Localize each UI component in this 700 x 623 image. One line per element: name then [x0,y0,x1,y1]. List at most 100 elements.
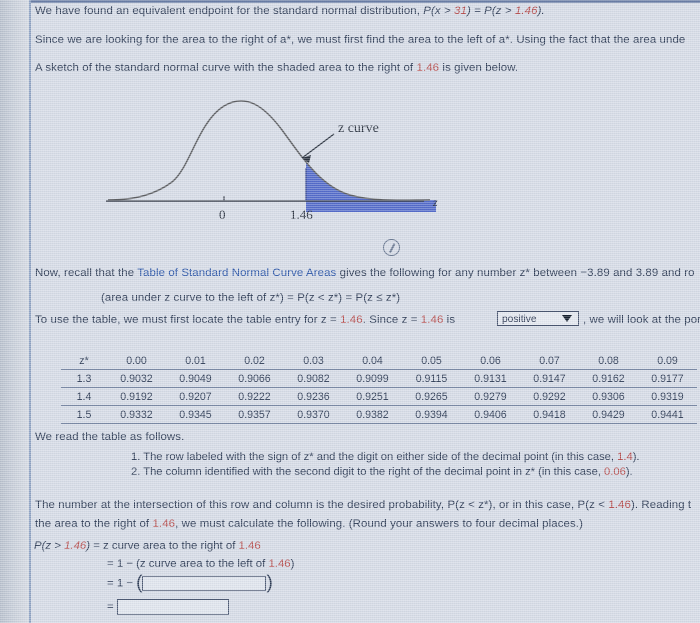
z-table-col-9: 0.08 [579,352,638,370]
prob-expr-1-mid: ) = P(z > [466,5,515,17]
z-row-2-cell-1: 0.9332 [107,405,166,424]
conclusion-text-c: the area to the right of [35,518,153,530]
conclusion-text-d: , we must calculate the following. (Roun… [175,518,583,530]
bell-curve-path [107,100,431,202]
sign-select[interactable]: positive [497,311,579,326]
value-146-i: 1.46 [268,558,291,570]
normal-curve-svg: z curve 0 1.46 z [106,100,438,222]
chevron-down-icon [562,315,572,322]
z-row-0-cell-10: 0.9177 [638,369,697,388]
eq2-text: = 1 − (z curve area to the left of [107,558,269,570]
intro-line-3: A sketch of the standard normal curve wi… [35,61,518,75]
step-1-suffix: ). [632,451,640,463]
recall-line-1: Now, recall that the Table of Standard N… [35,266,695,280]
step-2-suffix: ). [625,465,633,478]
z-row-0-cell-6: 0.9115 [402,369,461,388]
z-row-2-cell-4: 0.9370 [284,405,343,424]
z-table-col-0: z* [61,352,107,370]
sign-select-value: positive [502,314,537,325]
page-surface: We have found an equivalent endpoint for… [31,0,700,623]
z-table-head: z* 0.00 0.01 0.02 0.03 0.04 0.05 0.06 0.… [61,352,697,370]
curve-label-arrowhead [302,155,311,163]
intro-line-3-suffix: is given below. [439,62,519,74]
table-row: 1.4 0.9192 0.9207 0.9222 0.9236 0.9251 0… [61,387,697,406]
left-gutter [0,0,29,623]
z-table-col-6: 0.05 [402,352,461,370]
intro-line-1: We have found an equivalent endpoint for… [35,4,545,18]
z-table: z* 0.00 0.01 0.02 0.03 0.04 0.05 0.06 0.… [61,352,697,424]
value-146-c: 1.46 [340,314,363,326]
z-row-2-cell-6: 0.9394 [402,405,461,424]
use-text-b: . Since z = [362,314,421,326]
z-row-2-cell-0: 1.5 [61,405,107,424]
eq1-text: = z curve area to the right of [93,540,239,552]
z-table-header-row: z* 0.00 0.01 0.02 0.03 0.04 0.05 0.06 0.… [61,352,697,370]
equation-line-3: = 1 − () [107,572,273,594]
z-row-2-cell-10: 0.9441 [638,405,697,424]
answer-input-1[interactable] [142,576,267,591]
curve-label-leader [301,133,335,159]
eq2-suffix: ) [290,558,295,570]
recall-line-1-suffix: gives the following for any number z* be… [336,267,695,279]
z-row-1-cell-7: 0.9279 [461,387,520,406]
z-row-0-cell-3: 0.9066 [225,369,284,388]
equation-lhs: P(z > 1.46) [34,540,90,552]
z-row-1-cell-1: 0.9192 [107,387,166,406]
z-row-2-cell-2: 0.9345 [166,405,225,424]
zoom-icon[interactable] [383,239,400,256]
z-table-col-10: 0.09 [638,352,697,370]
prob-expr-1: P(x > 31) = P(z > 1.46). [423,5,544,17]
conclusion-text-a: The number at the intersection of this r… [35,499,609,511]
z-table-col-7: 0.06 [461,352,520,370]
intro-line-2: Since we are looking for the area to the… [35,34,686,46]
open-paren: ( [136,572,143,594]
z-row-2-cell-8: 0.9418 [520,405,579,424]
normal-curve-figure: z curve 0 1.46 z [106,82,451,227]
prob-expr-1-suffix: ). [537,5,545,17]
equation-line-2: = 1 − (z curve area to the left of 1.46) [107,558,294,570]
value-146-a: 1.46 [514,5,538,17]
z-row-0-cell-1: 0.9032 [107,369,166,388]
list-item: 2. The column identified with the second… [131,465,640,480]
tick-label-146: 1.46 [290,207,313,222]
z-table-col-5: 0.04 [343,352,402,370]
recall-line-1-prefix: Now, recall that the [35,267,138,279]
list-item: 1. The row labeled with the sign of z* a… [131,450,640,465]
conclusion-line-1: The number at the intersection of this r… [35,498,691,512]
z-row-2-cell-7: 0.9406 [461,405,520,424]
z-row-2-cell-5: 0.9382 [343,405,402,424]
z-row-1-cell-0: 1.4 [61,387,107,406]
step-1-text: 1. The row labeled with the sign of z* a… [131,451,618,463]
lhs-prefix: P(z > [34,540,65,552]
equation-line-4: = [107,599,229,615]
eq4-text: = [107,601,114,614]
read-steps-list: 1. The row labeled with the sign of z* a… [131,450,640,479]
value-146-b: 1.46 [416,62,440,74]
eq3-text: = 1 − [107,577,137,590]
z-table-col-2: 0.01 [166,352,225,370]
z-row-0-cell-9: 0.9162 [579,369,638,388]
left-border-rule [29,0,31,623]
value-146-f: 1.46 [152,518,176,530]
close-paren: ) [266,572,273,594]
z-row-1-cell-9: 0.9306 [579,387,638,406]
z-row-1-cell-4: 0.9236 [284,387,343,406]
equation-line-1: P(z > 1.46) = z curve area to the right … [34,540,261,552]
z-table-body: 1.3 0.9032 0.9049 0.9066 0.9082 0.9099 0… [61,369,697,424]
recall-line-use-prefix: To use the table, we must first locate t… [35,313,455,327]
conclusion-text-b: ). Reading t [630,499,692,511]
step-2-text: 2. The column identified with the second… [131,465,605,478]
lhs-suffix: ) [86,540,91,552]
value-31: 31 [454,5,467,17]
z-row-0-cell-0: 1.3 [61,369,107,388]
read-intro: We read the table as follows. [35,431,185,443]
z-row-0-cell-4: 0.9082 [284,369,343,388]
table-row: 1.5 0.9332 0.9345 0.9357 0.9370 0.9382 0… [61,405,697,424]
z-table-col-8: 0.07 [520,352,579,370]
z-row-2-cell-9: 0.9429 [579,405,638,424]
value-146-d: 1.46 [420,314,444,326]
table-link[interactable]: Table of Standard Normal Curve Areas [137,267,337,279]
answer-input-2[interactable] [116,599,229,615]
axis-label-z: z [432,195,438,209]
intro-line-1-text: We have found an equivalent endpoint for… [35,5,424,17]
